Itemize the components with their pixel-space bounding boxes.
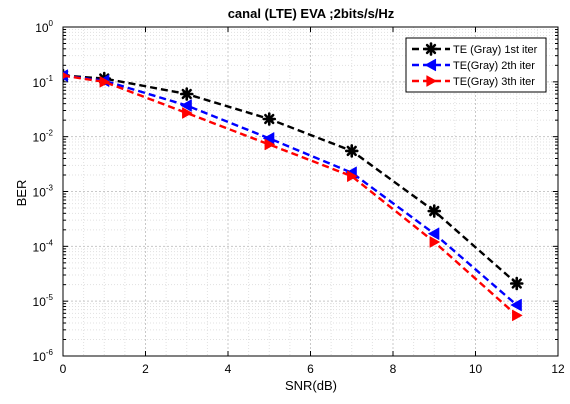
x-axis-ticks: 0 2 4 6 8 10 12 <box>60 27 565 376</box>
data-point <box>179 87 194 101</box>
legend-label: TE (Gray) 1st iter <box>453 44 538 56</box>
legend-entry: TE(Gray) 3th iter <box>412 75 535 88</box>
asterisk-stroke <box>181 88 192 100</box>
legend-marker <box>426 75 438 87</box>
data-point <box>182 107 193 119</box>
y-axis-label: BER <box>14 180 29 207</box>
x-tick-label: 10 <box>469 362 483 376</box>
asterisk-stroke <box>425 43 437 55</box>
asterisk-stroke <box>264 113 275 125</box>
y-tick-label: 10-4 <box>33 238 54 254</box>
series-layer <box>63 68 524 322</box>
y-tick-label: 100 <box>35 19 53 35</box>
chart-title: canal (LTE) EVA ;2bits/s/Hz <box>228 6 395 21</box>
legend-marker <box>424 42 438 56</box>
plot-area: 0 2 4 6 8 10 12 100 10-1 10-2 10-3 10-4 10-5 10-6 TE (… <box>33 19 565 376</box>
x-tick-label: 8 <box>390 362 397 376</box>
data-point <box>180 99 192 112</box>
x-tick-label: 0 <box>60 362 67 376</box>
data-point <box>429 236 441 248</box>
data-point <box>99 75 111 88</box>
legend-label: TE(Gray) 3th iter <box>453 76 535 88</box>
x-axis-label: SNR(dB) <box>285 378 337 393</box>
y-axis-ticks: 100 10-1 10-2 10-3 10-4 10-5 10-6 <box>33 19 558 364</box>
x-tick-label: 4 <box>225 362 232 376</box>
y-tick-label: 10-5 <box>33 293 54 309</box>
data-point <box>509 276 524 291</box>
data-point <box>427 227 440 241</box>
legend-entry: TE (Gray) 1st iter <box>412 42 538 56</box>
data-point <box>264 138 276 151</box>
y-tick-label: 10-2 <box>33 129 54 145</box>
data-point <box>347 170 358 183</box>
data-point <box>510 298 522 312</box>
legend-entry: TE(Gray) 2th iter <box>412 58 535 72</box>
asterisk-stroke <box>346 145 357 157</box>
data-point <box>512 309 523 322</box>
data-point <box>63 72 70 79</box>
data-point <box>427 204 442 218</box>
legend-marker <box>424 58 437 72</box>
data-point <box>262 112 277 126</box>
x-tick-label: 12 <box>551 362 565 376</box>
y-tick-label: 10-6 <box>33 348 54 364</box>
asterisk-stroke <box>511 278 522 289</box>
legend: TE (Gray) 1st iter TE(Gray) 2th iter TE(Gr… <box>405 37 547 93</box>
data-point <box>344 144 359 158</box>
y-tick-label: 10-3 <box>33 184 54 200</box>
series-3 <box>63 72 523 322</box>
x-tick-label: 6 <box>307 362 314 376</box>
x-tick-label: 2 <box>142 362 149 376</box>
y-tick-label: 10-1 <box>33 74 54 90</box>
legend-label: TE(Gray) 2th iter <box>453 60 535 72</box>
asterisk-stroke <box>429 205 440 217</box>
